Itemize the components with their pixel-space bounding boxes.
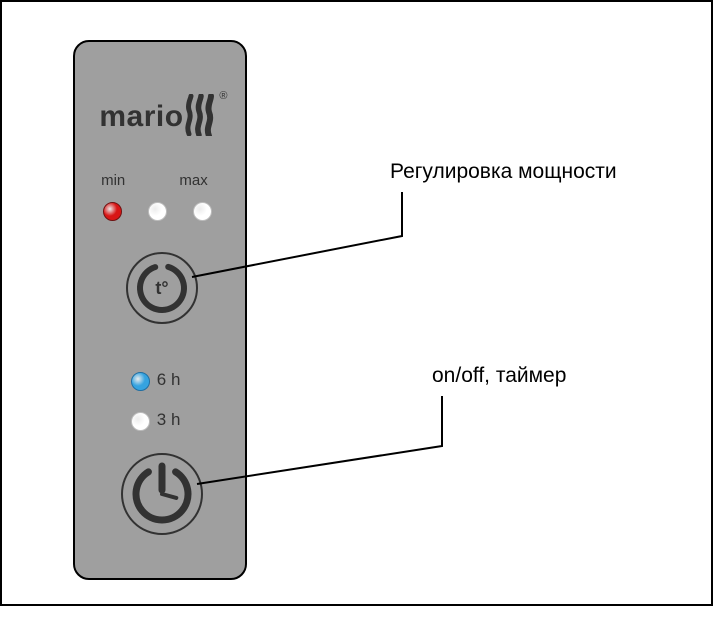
- timer-label-3h: 3 h: [157, 410, 181, 430]
- temperature-button[interactable]: t°: [126, 252, 198, 324]
- timer-label-6h: 6 h: [157, 370, 181, 390]
- power-timer-button[interactable]: [121, 453, 203, 535]
- min-label: min: [101, 172, 125, 189]
- callout-power-adjust-label: Регулировка мощности: [390, 160, 617, 184]
- device-panel: mario ® min max t° 6 h 3 h: [73, 40, 247, 580]
- svg-text:t°: t°: [155, 278, 168, 298]
- max-label: max: [179, 172, 207, 189]
- image-frame: mario ® min max t° 6 h 3 h Регулировка м…: [0, 0, 713, 606]
- timer-led-3h: [131, 412, 150, 431]
- power-led-mid: [148, 202, 167, 221]
- steam-icon: [183, 94, 217, 136]
- timer-led-6h: [131, 372, 150, 391]
- callout-onoff-timer-label: on/off, таймер: [432, 364, 566, 388]
- brand-logo-text: mario: [99, 100, 183, 134]
- registered-symbol: ®: [219, 90, 227, 102]
- power-led-max: [193, 202, 212, 221]
- power-led-min: [103, 202, 122, 221]
